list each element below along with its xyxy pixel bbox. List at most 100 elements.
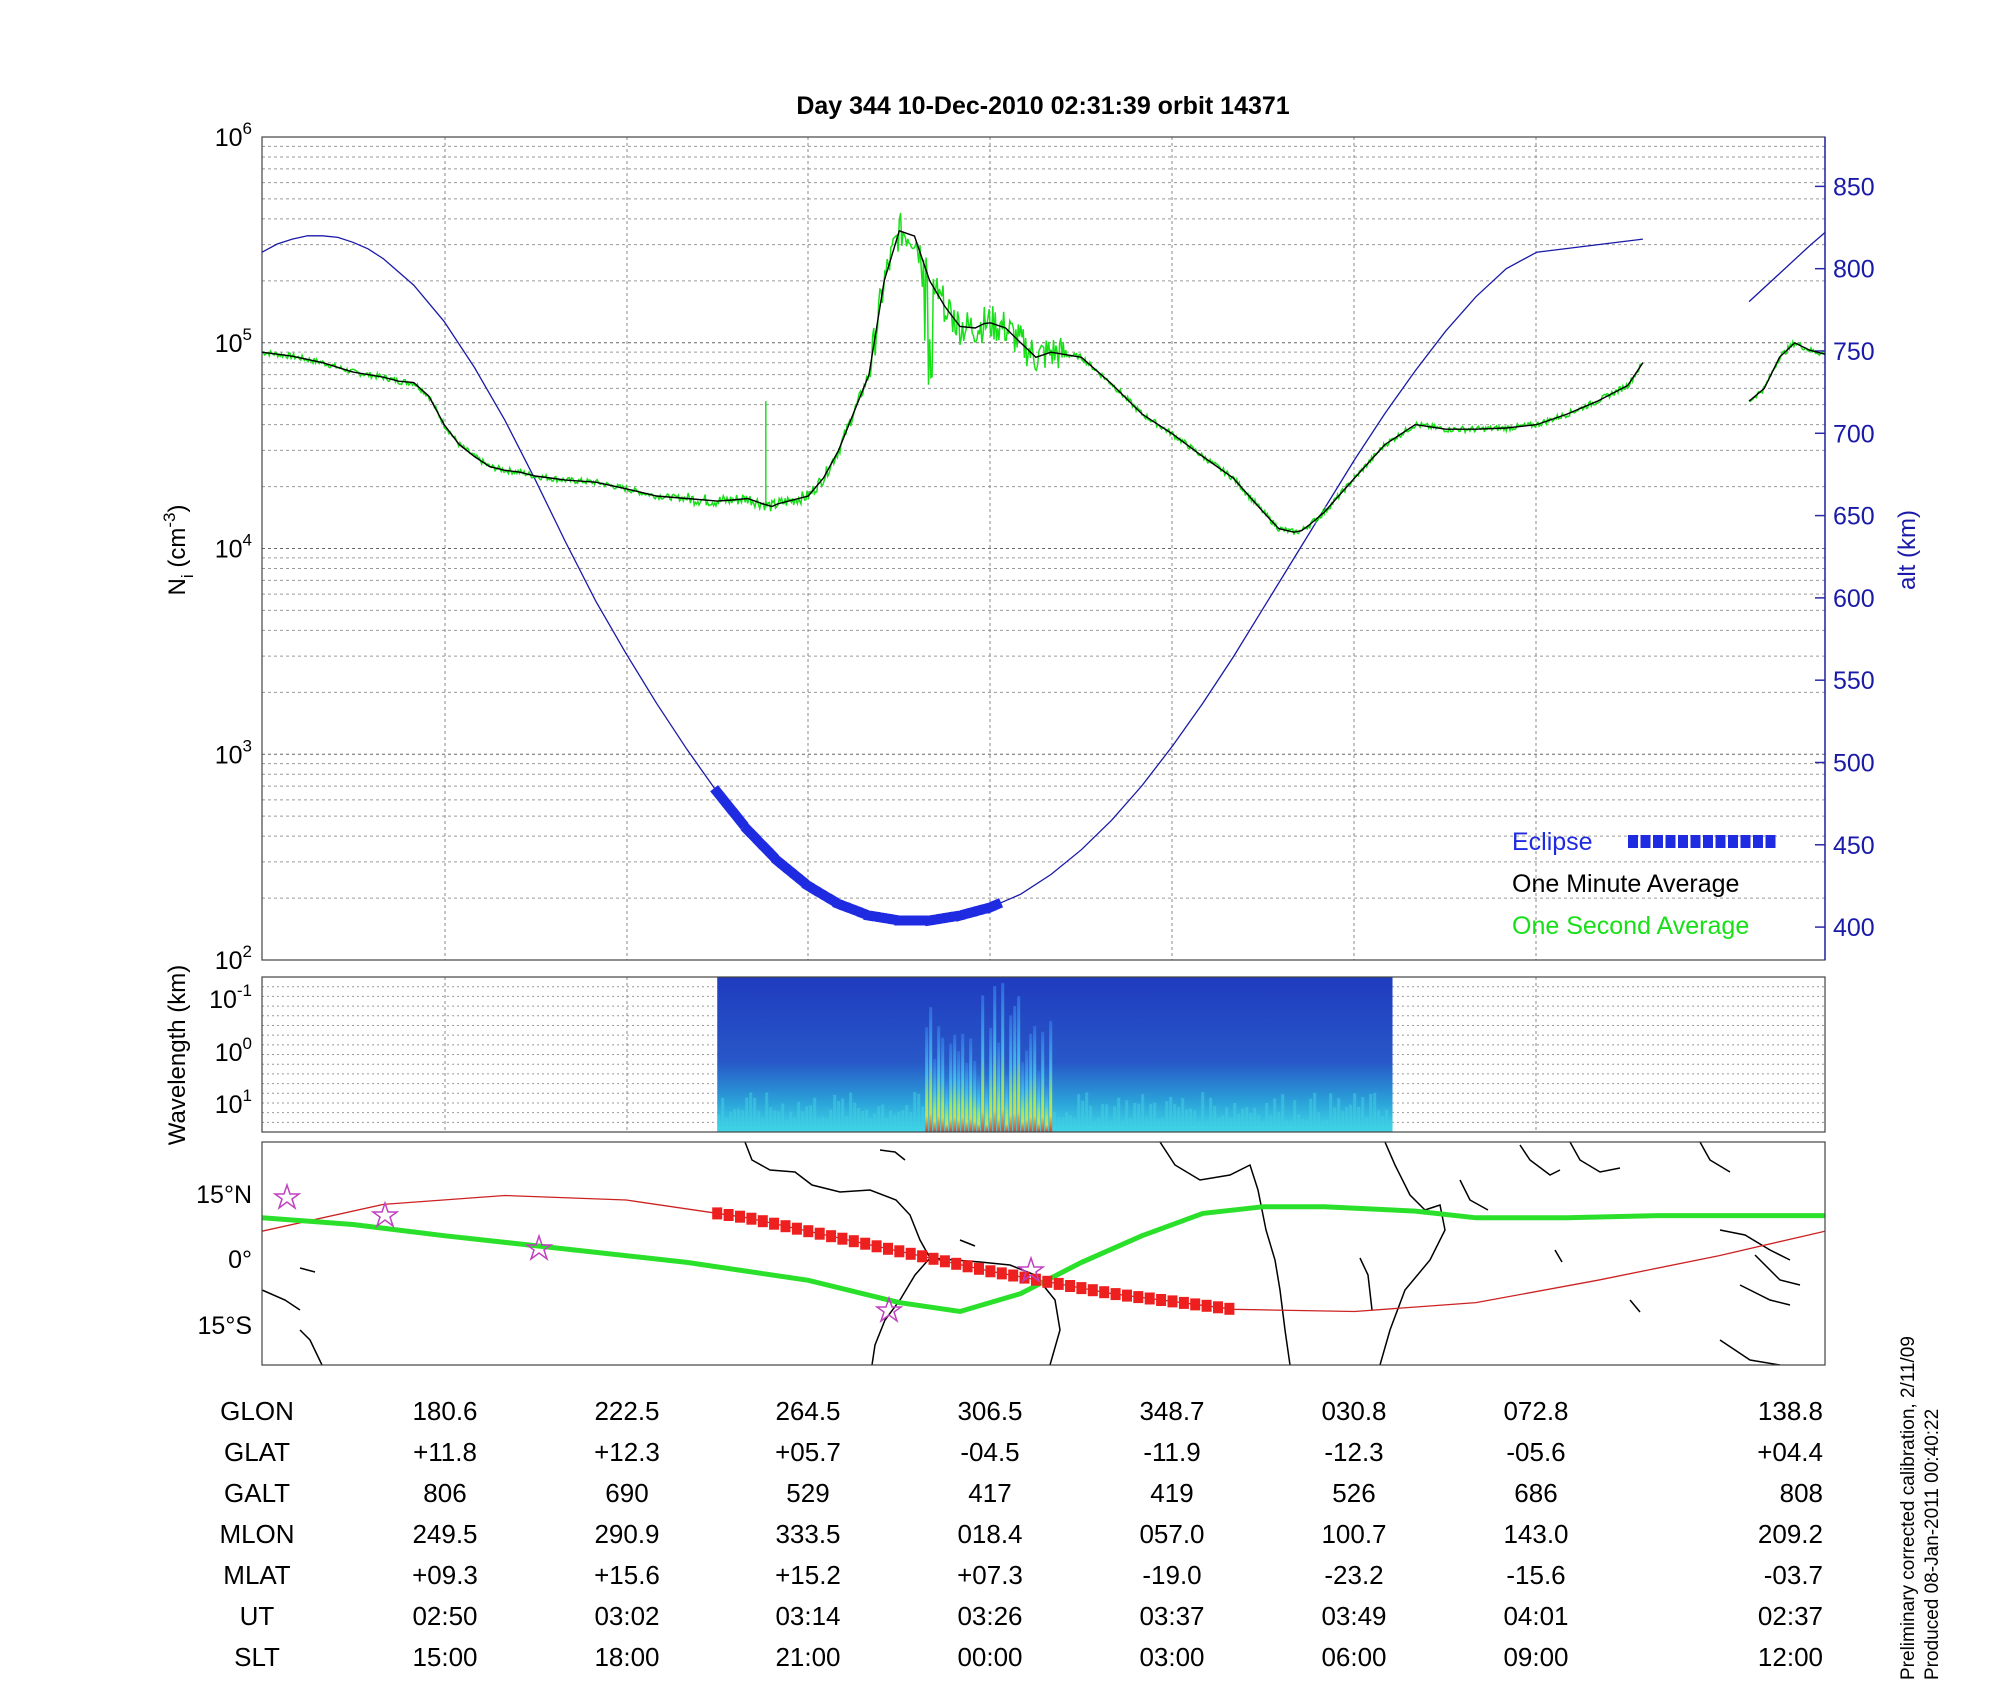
spectrogram-column [1049, 1021, 1053, 1132]
spectrogram-column [933, 1058, 937, 1132]
eclipse-track-marker [1110, 1288, 1121, 1301]
spectrogram-column [1021, 1061, 1025, 1132]
right-tick-label: 550 [1833, 667, 1875, 695]
world-coastline-map [262, 1142, 1801, 1365]
spectrogram-column [993, 986, 997, 1132]
left-tick-label: 103 [215, 736, 252, 769]
spectrogram-column [837, 1101, 841, 1132]
lat-tick-0: 0° [228, 1246, 252, 1274]
spectrogram-column [953, 1034, 957, 1132]
eclipse-track-marker [1167, 1295, 1178, 1308]
eclipse-track-marker [803, 1225, 814, 1238]
spectrogram-column [901, 1110, 905, 1132]
spectrogram-column [1233, 1102, 1237, 1132]
table-cell: 12:00 [1758, 1642, 1823, 1672]
eclipse-track-marker [905, 1247, 916, 1260]
spectrogram-column [841, 1098, 845, 1132]
table-cell: +04.4 [1757, 1437, 1823, 1467]
eclipse-track-marker [1122, 1289, 1132, 1302]
one-minute-line [262, 229, 1644, 533]
spectrogram-column [757, 1111, 761, 1132]
legend-eclipse-square [1753, 835, 1763, 848]
spectrogram-column [949, 1043, 953, 1132]
spectrogram-column [1153, 1102, 1157, 1132]
legend-eclipse-square [1703, 835, 1713, 848]
spectrogram-column [997, 1042, 1001, 1132]
spectrogram-column [937, 1026, 941, 1132]
table-cell: -19.0 [1142, 1560, 1201, 1590]
spectrogram-column [1165, 1101, 1169, 1132]
spectrogram-column [725, 1118, 729, 1132]
spectrogram-column [797, 1101, 801, 1132]
spectrogram-column [861, 1111, 865, 1132]
spectrogram-column [1229, 1117, 1233, 1132]
spectrogram-column [1173, 1104, 1177, 1132]
station-star-icon [874, 1295, 904, 1324]
spectrogram-column [745, 1097, 749, 1132]
eclipse-track-marker [1133, 1291, 1144, 1304]
table-cell: 03:49 [1321, 1601, 1386, 1631]
top-grid [262, 137, 1825, 960]
eclipse-track-marker [1053, 1277, 1064, 1290]
spectrogram-column [1145, 1116, 1149, 1132]
legend-eclipse-square [1765, 835, 1776, 848]
spectrogram-column [1201, 1092, 1205, 1132]
table-cell: +12.3 [594, 1437, 660, 1467]
spectrogram-column [1281, 1094, 1285, 1132]
spectrogram-column [1141, 1094, 1145, 1132]
spectrogram-column [905, 1104, 909, 1132]
orbit-track-line [262, 1194, 1825, 1313]
station-star-icon [1016, 1255, 1046, 1284]
map-series-layer [262, 1194, 1825, 1315]
spectrogram-column [1197, 1121, 1201, 1132]
spectrogram-column [925, 1027, 929, 1132]
spectrogram-tick-label: 10-1 [209, 981, 252, 1014]
eclipse-track-marker [962, 1260, 973, 1273]
spectrogram-column [945, 1079, 949, 1132]
legend-one-minute-label: One Minute Average [1512, 870, 1739, 898]
legend: Eclipse One Minute Average One Second Av… [1512, 828, 1776, 940]
right-axis-ticks: 400 450 500 550 600 650 700 750 800 850 [1815, 173, 1875, 942]
eclipse-marker [900, 915, 911, 926]
right-tick-label: 800 [1833, 256, 1875, 284]
legend-eclipse-label: Eclipse [1512, 828, 1593, 856]
spectrogram-column [1033, 1026, 1037, 1132]
eclipse-track-marker [723, 1209, 734, 1221]
table-cell: 808 [1780, 1478, 1823, 1508]
station-markers [272, 1182, 1046, 1324]
eclipse-track-marker [1099, 1286, 1110, 1299]
spectrogram-column [825, 1118, 829, 1132]
spectrogram-column [1161, 1118, 1165, 1132]
spectrogram-column [1105, 1104, 1109, 1132]
spectrogram-column [877, 1106, 881, 1132]
table-cell: 143.0 [1503, 1519, 1568, 1549]
eclipse-marker [918, 915, 929, 926]
spectrogram-column [1037, 1070, 1041, 1132]
eclipse-marker [989, 898, 1004, 912]
spectrogram-axis-label: Wavelength (km) [164, 965, 191, 1146]
table-row-label: MLON [219, 1519, 294, 1549]
spectrogram-column [1349, 1104, 1353, 1132]
one-second-line [262, 212, 1643, 535]
table-row-label: GLON [220, 1396, 294, 1426]
eclipse-track-marker [985, 1265, 996, 1278]
spectrogram-column [1205, 1121, 1209, 1132]
table-cell: 04:01 [1503, 1601, 1568, 1631]
table-cell: +15.6 [594, 1560, 660, 1590]
table-cell: 100.7 [1321, 1519, 1386, 1549]
right-tick-label: 700 [1833, 420, 1875, 448]
legend-one-second-label: One Second Average [1512, 912, 1749, 940]
legend-eclipse-square [1728, 835, 1738, 848]
spectrogram-column [881, 1104, 885, 1132]
table-cell: 03:00 [1139, 1642, 1204, 1672]
spectrogram-column [1217, 1117, 1221, 1132]
spectrogram-column [929, 1007, 933, 1132]
spectrogram-column [869, 1118, 873, 1132]
spectrogram-column [853, 1102, 857, 1132]
ion-density-panel: 102 103 104 105 106 400 450 500 550 600 650 700 750… [160, 119, 1921, 975]
legend-eclipse-square [1678, 835, 1688, 848]
eclipse-marker [906, 915, 917, 926]
table-cell: +11.8 [413, 1437, 477, 1467]
spectrogram-column [1329, 1093, 1333, 1132]
